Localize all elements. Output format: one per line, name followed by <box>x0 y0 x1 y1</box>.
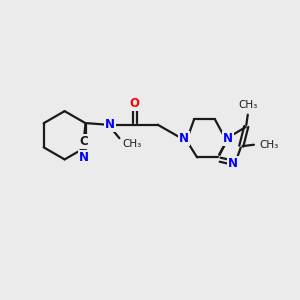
Text: CH₃: CH₃ <box>259 140 278 150</box>
Text: CH₃: CH₃ <box>238 100 257 110</box>
Text: N: N <box>228 157 238 170</box>
Text: N: N <box>179 132 189 145</box>
Text: CH₃: CH₃ <box>122 139 142 149</box>
Text: O: O <box>130 97 140 110</box>
Text: C: C <box>80 135 88 148</box>
Text: N: N <box>223 132 233 145</box>
Text: N: N <box>79 151 89 164</box>
Text: N: N <box>105 118 115 131</box>
